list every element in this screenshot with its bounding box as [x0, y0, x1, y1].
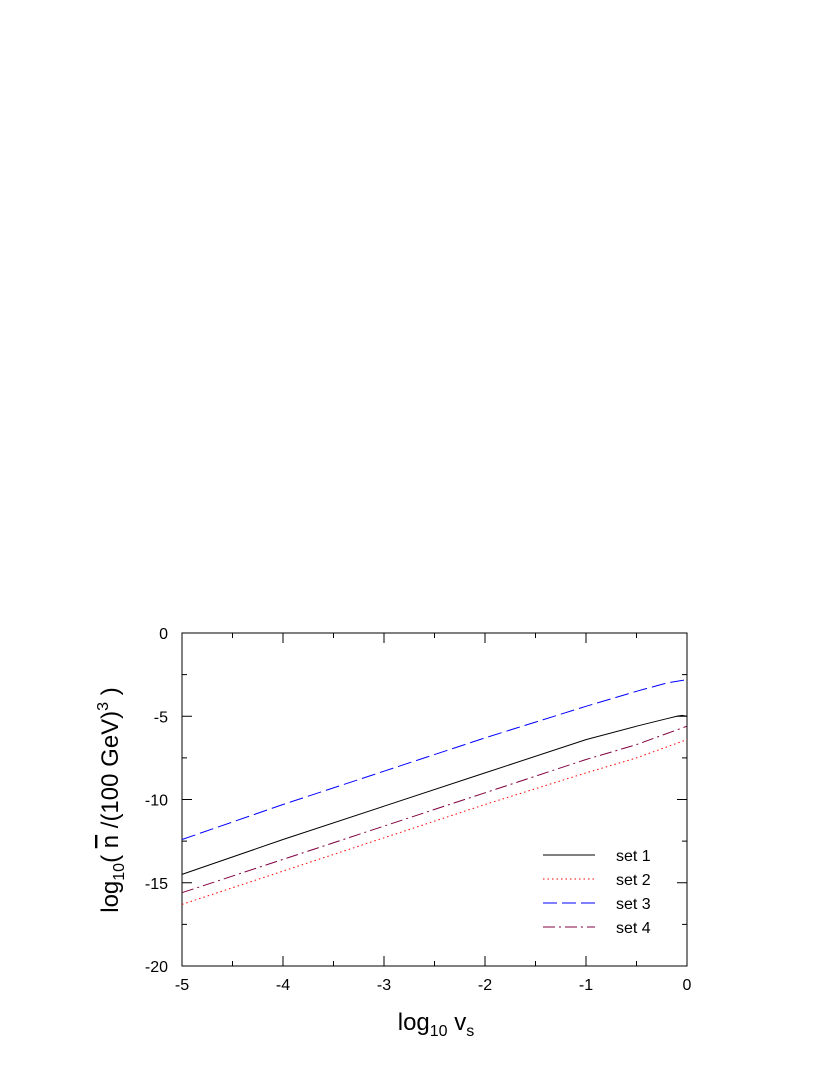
series-line-set-3 — [181, 679, 688, 840]
y-tick-label: -10 — [145, 793, 168, 810]
x-axis-title-var-sub: s — [466, 1023, 474, 1040]
series-line-set-2 — [181, 739, 688, 905]
y-tick-label: 0 — [159, 626, 168, 643]
plot-frame — [181, 632, 688, 967]
y-axis-title-close: ) — [97, 687, 124, 702]
legend-label-set-4: set 4 — [616, 920, 651, 937]
series-line-set-4 — [181, 725, 688, 894]
y-axis-title-open: ( — [97, 848, 124, 863]
x-axis-title-var: v — [454, 1009, 466, 1036]
y-tick-label: -20 — [145, 959, 168, 976]
series-group — [181, 679, 688, 905]
y-axis-title-prefix: log — [97, 881, 124, 913]
x-tick-label: -5 — [175, 977, 189, 994]
x-tick-label: -4 — [276, 977, 290, 994]
x-axis-title-main: log — [398, 1009, 430, 1036]
y-axis-title-nbar: n — [97, 835, 124, 848]
y-tick-label: -15 — [145, 876, 168, 893]
legend-label-set-2: set 2 — [616, 872, 651, 889]
x-tick-label: -1 — [579, 977, 593, 994]
legend: set 1 set 2 set 3 set 4 — [543, 848, 651, 937]
x-axis-title-spacer — [448, 1009, 455, 1036]
series-line-set-1 — [181, 714, 688, 875]
x-tick-label: -3 — [377, 977, 391, 994]
legend-label-set-1: set 1 — [616, 848, 651, 865]
y-axis-title: log10( n /(100 GeV)3 ) — [95, 687, 128, 913]
x-tick-label: 0 — [683, 977, 692, 994]
svg-text:log10( n /(100 GeV)3 ): log10( n /(100 GeV)3 ) — [95, 687, 128, 913]
y-axis-title-sup: 3 — [95, 702, 112, 711]
x-axis-ticks: -5 -4 -3 -2 -1 0 — [175, 633, 692, 994]
y-axis-title-sub: 10 — [111, 863, 128, 881]
x-axis-title: log10 vs — [398, 1009, 475, 1040]
y-tick-label: -5 — [154, 709, 168, 726]
legend-label-set-3: set 3 — [616, 896, 651, 913]
x-tick-label: -2 — [478, 977, 492, 994]
x-axis-title-sub: 10 — [430, 1023, 448, 1040]
y-axis-ticks: 0 -5 -10 -15 -20 — [145, 626, 687, 976]
y-axis-title-middle: /(100 GeV) — [97, 711, 124, 835]
